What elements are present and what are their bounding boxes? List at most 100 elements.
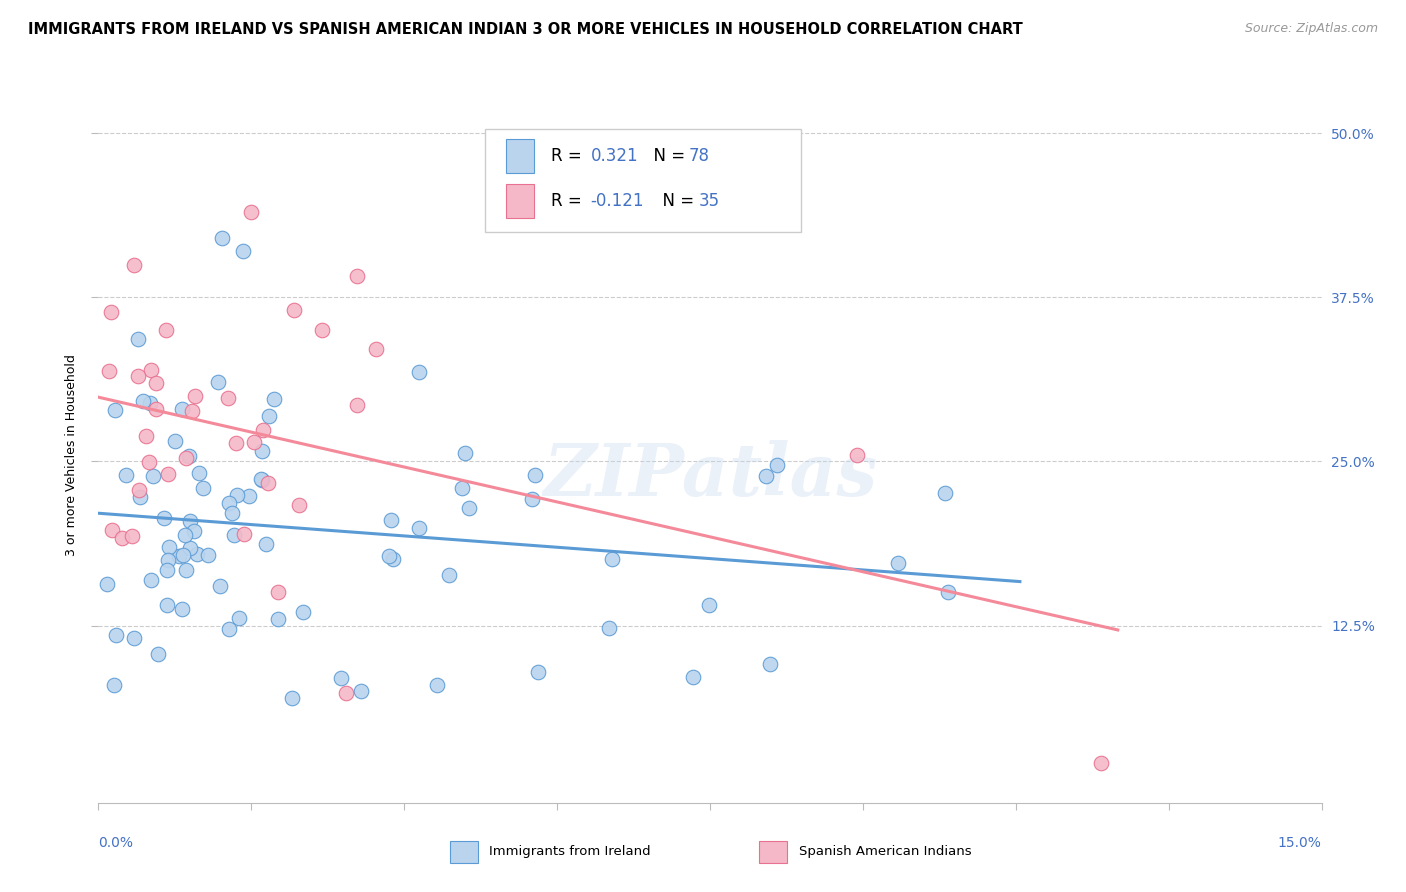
Point [197, 548, 219, 562]
Point [287, 498, 309, 512]
Point [122, 631, 145, 645]
Point [699, 599, 721, 613]
Point [96, 576, 118, 591]
Point [187, 466, 209, 480]
Point [156, 467, 179, 481]
Point [381, 551, 404, 566]
Point [257, 475, 280, 490]
Point [218, 496, 240, 510]
Point [156, 553, 179, 567]
Point [139, 573, 162, 587]
Text: 15.0%: 15.0% [1278, 836, 1322, 849]
Point [153, 510, 176, 524]
Point [283, 303, 305, 318]
Point [174, 450, 197, 465]
Point [163, 434, 186, 448]
Point [157, 541, 180, 555]
Point [207, 376, 229, 390]
Point [346, 398, 368, 412]
Text: IMMIGRANTS FROM IRELAND VS SPANISH AMERICAN INDIAN 3 OR MORE VEHICLES IN HOUSEHO: IMMIGRANTS FROM IRELAND VS SPANISH AMERI… [28, 22, 1024, 37]
Point [172, 548, 194, 562]
Point [225, 436, 247, 450]
Text: N =: N = [643, 147, 690, 165]
Point [156, 598, 179, 612]
Point [250, 474, 273, 488]
Text: ZIPatlas: ZIPatlas [543, 441, 877, 511]
Point [257, 409, 280, 424]
Point [936, 585, 959, 599]
Point [233, 527, 256, 541]
Point [281, 690, 304, 705]
Point [111, 531, 134, 545]
Point [142, 468, 165, 483]
Point [104, 403, 127, 417]
Point [122, 258, 145, 272]
Point [170, 401, 193, 416]
Point [179, 541, 201, 556]
Point [457, 500, 479, 515]
Point [346, 269, 368, 284]
Point [330, 671, 353, 685]
Point [267, 612, 290, 626]
Point [138, 455, 160, 469]
Point [145, 401, 167, 416]
Text: -0.121: -0.121 [591, 192, 644, 210]
Text: 35: 35 [699, 192, 720, 210]
Point [291, 606, 314, 620]
Point [127, 369, 149, 384]
Point [103, 678, 125, 692]
Point [146, 648, 169, 662]
Point [380, 513, 402, 527]
Point [266, 585, 288, 599]
Point [135, 429, 157, 443]
Point [191, 481, 214, 495]
Text: N =: N = [652, 192, 700, 210]
Point [186, 547, 208, 561]
Point [887, 556, 910, 570]
Point [217, 392, 239, 406]
Point [232, 244, 254, 259]
Point [523, 467, 546, 482]
Point [250, 444, 273, 458]
Point [218, 622, 240, 636]
Point [250, 472, 273, 486]
Point [238, 489, 260, 503]
Point [1090, 756, 1112, 771]
Point [426, 678, 449, 692]
Point [221, 506, 243, 520]
Point [183, 524, 205, 538]
Point [100, 305, 122, 319]
Point [755, 468, 778, 483]
Point [139, 362, 162, 376]
Point [759, 657, 782, 671]
Point [450, 482, 472, 496]
Point [177, 449, 200, 463]
Point [169, 549, 191, 563]
Point [138, 396, 160, 410]
Point [115, 467, 138, 482]
Point [174, 564, 197, 578]
Point [240, 205, 263, 219]
Point [127, 332, 149, 346]
Point [208, 579, 231, 593]
Point [121, 529, 143, 543]
Point [263, 392, 285, 406]
Point [222, 528, 245, 542]
Text: 0.321: 0.321 [591, 147, 638, 165]
Point [129, 490, 152, 504]
Point [454, 445, 477, 459]
Point [180, 404, 202, 418]
Point [243, 435, 266, 450]
Point [845, 448, 868, 462]
Point [155, 323, 177, 337]
Point [526, 665, 548, 679]
Point [311, 323, 333, 337]
Point [228, 611, 250, 625]
Point [765, 458, 787, 472]
Point [600, 551, 623, 566]
Point [226, 488, 249, 502]
Y-axis label: 3 or more Vehicles in Household: 3 or more Vehicles in Household [65, 354, 79, 556]
Point [104, 628, 127, 642]
Point [98, 364, 121, 378]
Point [254, 537, 277, 551]
